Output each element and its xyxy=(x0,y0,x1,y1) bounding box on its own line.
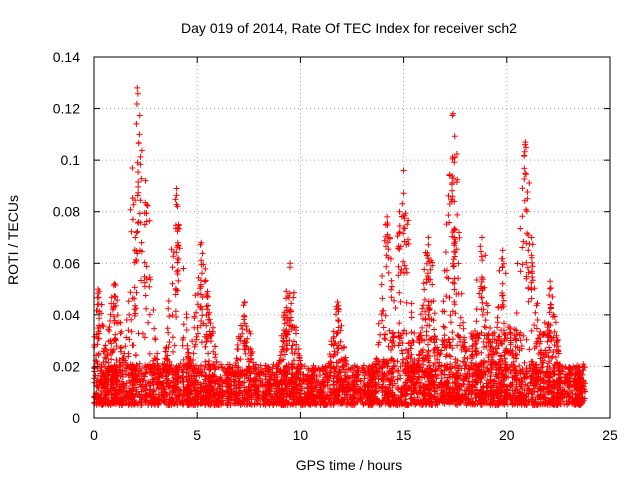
roti-points xyxy=(91,84,589,409)
y-tick-label: 0.1 xyxy=(61,152,81,168)
y-tick-label: 0.06 xyxy=(53,255,80,271)
y-tick-label: 0.08 xyxy=(53,204,80,220)
x-tick-label: 15 xyxy=(396,427,412,443)
plot-frame xyxy=(93,56,611,419)
x-tick-label: 20 xyxy=(499,427,515,443)
x-axis-label: GPS time / hours xyxy=(296,457,403,473)
data-points xyxy=(91,84,589,409)
y-tick-label: 0 xyxy=(72,410,80,426)
y-axis-label: ROTI / TECUs xyxy=(5,195,21,285)
y-tick-label: 0.14 xyxy=(53,49,80,65)
y-tick-label: 0.12 xyxy=(53,101,80,117)
x-tick-label: 0 xyxy=(90,427,98,443)
x-tick-label: 10 xyxy=(293,427,309,443)
y-tick-label: 0.02 xyxy=(53,358,80,374)
x-tick-label: 5 xyxy=(193,427,201,443)
axes: 0 5 10 15 20 25 0 0.02 0.04 0.06 0.08 0.1 0.12 0.14 xyxy=(53,49,618,443)
y-tick-label: 0.04 xyxy=(53,307,80,323)
x-tick-label: 25 xyxy=(602,427,618,443)
chart-title: Day 019 of 2014, Rate Of TEC Index for r… xyxy=(181,20,517,36)
